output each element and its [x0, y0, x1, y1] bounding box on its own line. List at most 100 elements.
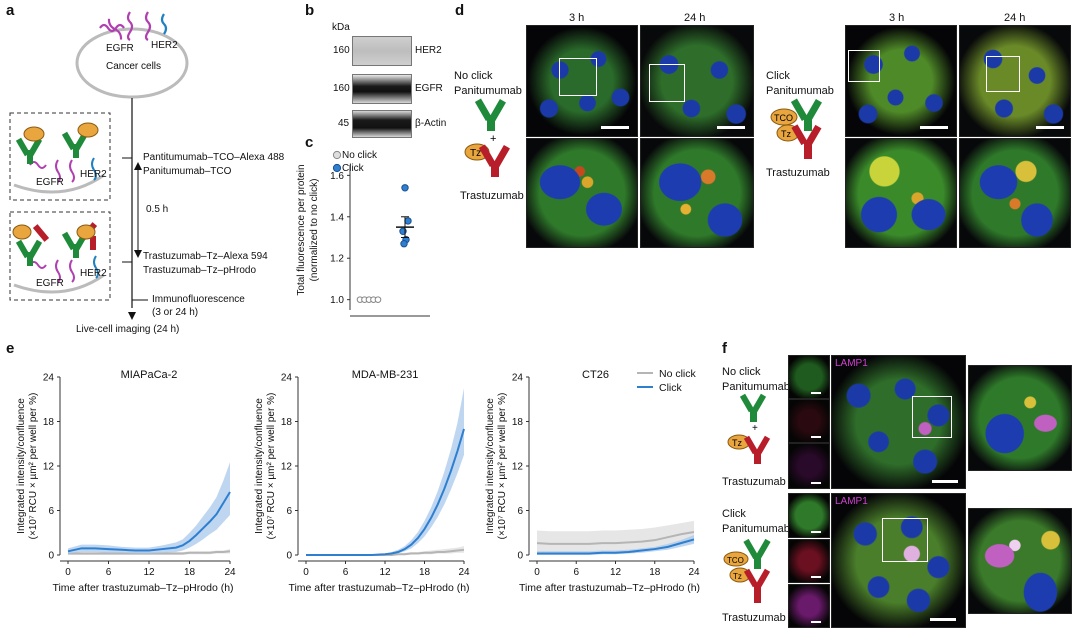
x-axis-label: Time after trastuzumab–Tz–pHrodo (h): [52, 582, 233, 594]
f-panitumumab-top: Panitumumab: [722, 381, 790, 393]
svg-text:Tz: Tz: [781, 129, 791, 139]
y-axis-label: (×10⁷ RCU × µm² per well per %): [28, 393, 39, 540]
click-band: [306, 388, 464, 555]
y-tick-label: 1.0: [330, 295, 344, 306]
blot-label-actin: β-Actin: [415, 118, 447, 129]
d-micro-noclick-3h-zoom: [526, 138, 638, 248]
chart-title: CT26: [582, 369, 609, 381]
dashed-box-2: [9, 211, 111, 301]
d-antibody-noclick-icon: + Tz: [464, 98, 510, 177]
legend-label-click: Click: [659, 382, 682, 394]
d-micro-click-24h: [959, 25, 1071, 137]
blot-kda-3: 45: [338, 118, 350, 129]
y-tick-label: 1.6: [330, 171, 344, 182]
f-noclick-label: No click: [722, 366, 761, 378]
y-tick-label: 18: [43, 417, 55, 428]
svg-text:Tz: Tz: [732, 438, 742, 448]
f-micro-click-merge: LAMP1: [831, 493, 966, 628]
d-time-24h-right: 24 h: [1004, 12, 1026, 24]
noclick-series-line: [68, 550, 231, 555]
y-tick-label: 24: [281, 373, 293, 384]
x-tick-label: 24: [224, 567, 236, 578]
egfr-receptor: [99, 23, 125, 33]
dashed-box-1: [9, 112, 111, 201]
click-point: [400, 240, 408, 248]
legend-marker-click: [332, 163, 342, 173]
y-tick-label: 24: [43, 373, 55, 384]
y-tick-label: 6: [286, 506, 292, 517]
f-micro-noclick-zoom: [968, 365, 1072, 471]
blot-label-egfr: EGFR: [415, 83, 443, 94]
step1b-text: Panitumumab–TCO: [143, 166, 232, 177]
label-her2-box2: HER2: [80, 268, 107, 279]
d-micro-click-3h: [845, 25, 957, 137]
y-tick-label: 18: [512, 417, 524, 428]
x-tick-label: 0: [303, 567, 309, 578]
click-point: [404, 217, 412, 225]
noclick-series-line: [536, 531, 695, 545]
c-ylabel-2: (normalized to no click): [309, 178, 320, 282]
d-trastuzumab-right: Trastuzumab: [766, 167, 830, 179]
d-micro-click-3h-zoom: [845, 138, 957, 248]
f-micro-noclick-merge: LAMP1: [831, 355, 966, 489]
noclick-band: [537, 520, 694, 554]
f-micro-noclick-green: [788, 355, 830, 399]
svg-text:+: +: [490, 133, 496, 145]
f-trastuzumab-bottom: Trastuzumab: [722, 612, 786, 624]
x-tick-label: 18: [649, 567, 661, 578]
y-tick-label: 6: [48, 506, 54, 517]
y-tick-label: 0: [286, 551, 292, 562]
f-micro-click-magenta: [788, 584, 830, 628]
label-egfr-top: EGFR: [106, 43, 134, 54]
f-antibody-click-icon: TCO Tz: [723, 538, 771, 603]
x-tick-label: 12: [610, 567, 622, 578]
f-trastuzumab-top: Trastuzumab: [722, 476, 786, 488]
legend-marker-noclick: [332, 150, 342, 160]
click-point: [401, 184, 409, 192]
blot-kda-2: 160: [333, 83, 350, 94]
f-micro-click-zoom: [968, 508, 1072, 614]
d-antibody-click-icon: TCO Tz: [770, 98, 822, 159]
blot-label-her2: HER2: [415, 45, 442, 56]
y-tick-label: 6: [517, 506, 523, 517]
f-lamp1-label-top: LAMP1: [835, 358, 868, 369]
y-tick-label: 0: [48, 551, 54, 562]
d-time-3h-right: 3 h: [889, 12, 905, 24]
chart-title: MIAPaCa-2: [121, 369, 178, 381]
x-tick-label: 18: [419, 567, 431, 578]
d-micro-noclick-24h: [640, 25, 754, 137]
blot-kda-1: 160: [333, 45, 350, 56]
f-micro-noclick-magenta: [788, 443, 830, 489]
d-trastuzumab-left: Trastuzumab: [460, 190, 524, 202]
step2a-text: Trastuzumab–Tz–Alexa 594: [143, 251, 268, 262]
x-tick-label: 12: [143, 567, 155, 578]
blot-band-her2: [352, 36, 412, 66]
d-noclick-label: No click: [454, 70, 493, 82]
label-egfr-box2: EGFR: [36, 278, 64, 289]
step2b-text: Trastuzumab–Tz–pHrodo: [143, 265, 257, 276]
x-tick-label: 0: [534, 567, 540, 578]
y-tick-label: 12: [43, 462, 55, 473]
c-legend-click: Click: [342, 163, 364, 174]
svg-text:+: +: [752, 423, 758, 434]
y-tick-label: 12: [281, 462, 293, 473]
d-micro-click-24h-zoom: [959, 138, 1071, 248]
d-panitumumab-right: Panitumumab: [766, 85, 834, 97]
d-click-label: Click: [766, 70, 790, 82]
y-axis-label: (×10⁷ RCU × µm² per well per %): [497, 393, 508, 540]
y-tick-label: 18: [281, 417, 293, 428]
click-band: [68, 462, 230, 554]
click-series-line: [67, 491, 231, 553]
x-tick-label: 0: [65, 567, 71, 578]
label-her2-top: HER2: [151, 40, 178, 51]
click-series-line: [306, 428, 465, 556]
egfr-receptor: [126, 11, 134, 41]
x-tick-label: 24: [688, 567, 700, 578]
y-tick-label: 1.4: [330, 212, 344, 223]
label-her2-box1: HER2: [80, 169, 107, 180]
chart-title: MDA-MB-231: [352, 369, 419, 381]
blot-band-egfr: [352, 74, 412, 104]
svg-text:Tz: Tz: [733, 572, 742, 581]
y-tick-label: 12: [512, 462, 524, 473]
f-click-label: Click: [722, 508, 746, 520]
